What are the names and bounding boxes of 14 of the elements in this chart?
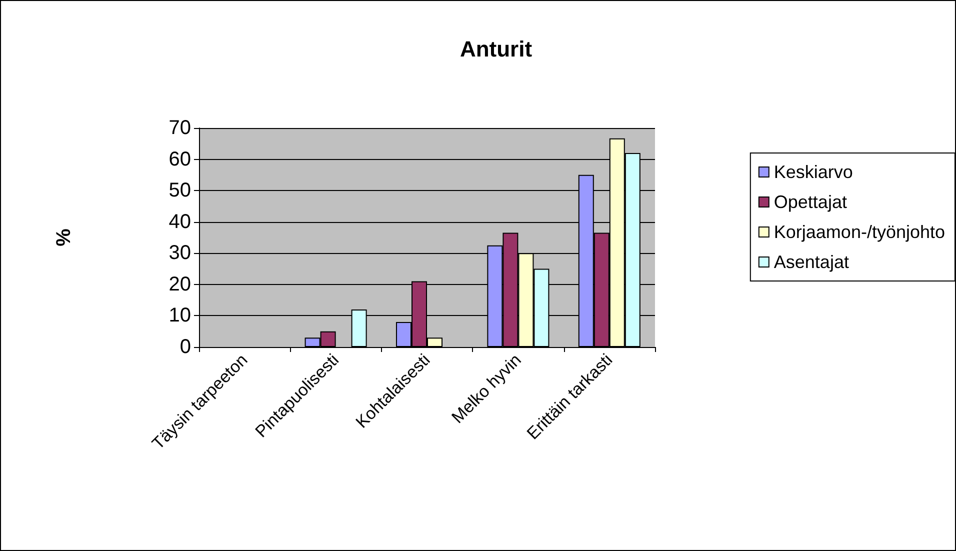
legend-label: Opettajat	[774, 192, 847, 212]
y-tick-label: 0	[180, 336, 191, 358]
y-tick-label: 10	[168, 304, 191, 327]
legend-label: Asentajat	[774, 252, 849, 272]
y-tick-label: 70	[168, 117, 191, 139]
y-axis-title: %	[53, 228, 75, 246]
chart-title: Anturit	[460, 36, 533, 62]
y-tick-label: 40	[168, 210, 191, 233]
y-tick-label: 30	[168, 242, 191, 264]
legend-label: Keskiarvo	[774, 162, 853, 182]
y-tick-label: 20	[168, 273, 191, 296]
legend-label: Korjaamon-/työnjohto	[774, 222, 946, 242]
y-tick-label: 50	[168, 180, 191, 202]
y-tick-label: 60	[168, 148, 191, 170]
